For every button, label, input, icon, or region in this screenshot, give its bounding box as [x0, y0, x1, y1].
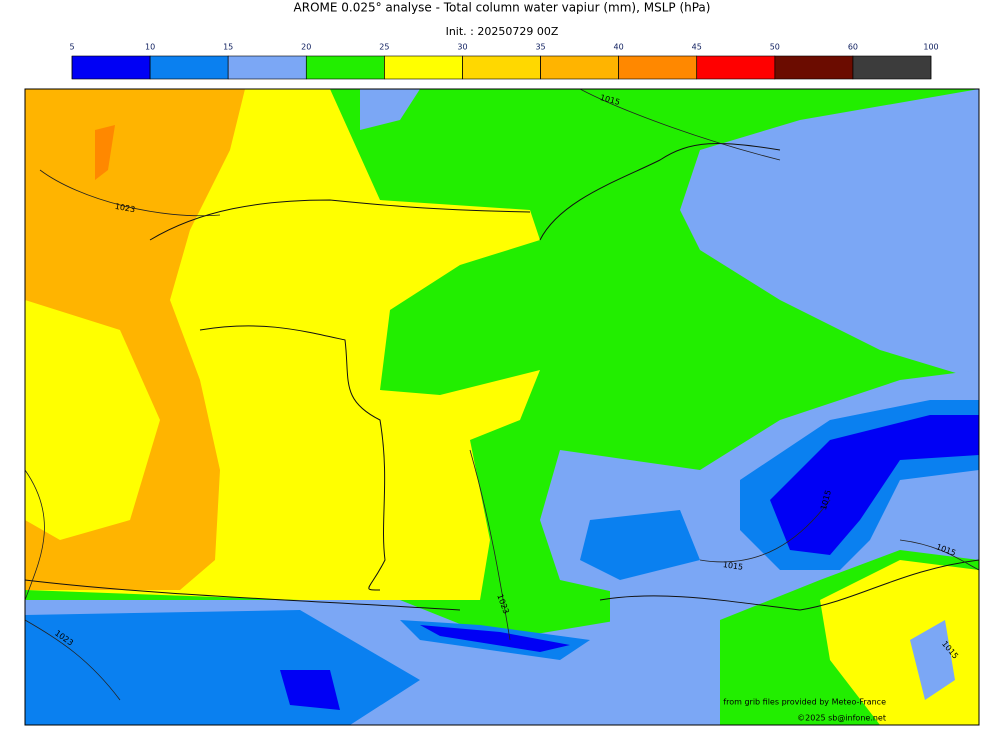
colorbar: 5 10 15 20 25 30 35 40 45 50 60 100	[69, 43, 939, 80]
colorbar-tick-label: 10	[145, 43, 155, 52]
isobar-label: 1023	[114, 202, 136, 214]
credit: ©2025 sb@infone.net	[797, 714, 886, 723]
region	[580, 510, 700, 580]
colorbar-tick-label: 15	[223, 43, 233, 52]
colorbar-tick-label: 35	[535, 43, 545, 52]
region	[610, 590, 720, 725]
colorbar-segment	[696, 55, 776, 80]
region	[360, 89, 420, 130]
colorbar-segment	[774, 55, 854, 80]
colorbar-tick-label: 20	[301, 43, 311, 52]
colorbar-tick-label: 30	[457, 43, 467, 52]
region	[280, 670, 340, 710]
colorbar-tick-label: 45	[692, 43, 702, 52]
colorbar-segment	[227, 55, 307, 80]
colorbar-segment	[305, 55, 385, 80]
colorbar-tick-label: 60	[848, 43, 858, 52]
colorbar-segment	[149, 55, 229, 80]
map-frame	[24, 88, 980, 726]
colorbar-tick-label: 5	[69, 43, 74, 52]
colorbar-segment	[71, 55, 151, 80]
colorbar-segment	[852, 55, 932, 80]
colorbar-segment	[540, 55, 619, 80]
colorbar-tick-label: 50	[770, 43, 780, 52]
region	[910, 620, 955, 700]
region	[25, 300, 160, 540]
region	[680, 89, 979, 380]
subtitle: Init. : 20250729 00Z	[446, 25, 559, 38]
colorbar-tick-label: 100	[923, 43, 938, 52]
colorbar-tick-label: 40	[614, 43, 624, 52]
isobar	[25, 89, 979, 701]
region	[95, 125, 115, 180]
title: AROME 0.025° analyse - Total column wate…	[294, 1, 711, 15]
colorbar-segment	[462, 55, 541, 80]
colorbar-segment	[618, 55, 698, 80]
map: 1015 1023 1015 1015 1015 1023 1023 1015 …	[24, 88, 980, 726]
credit: from grib files provided by Meteo-France	[723, 698, 886, 707]
region	[770, 415, 979, 555]
colorbar-tick-label: 25	[379, 43, 389, 52]
coastline	[25, 142, 979, 611]
colorbar-segment	[384, 55, 463, 80]
region	[420, 625, 570, 652]
isobar-label: 1015	[722, 560, 743, 572]
